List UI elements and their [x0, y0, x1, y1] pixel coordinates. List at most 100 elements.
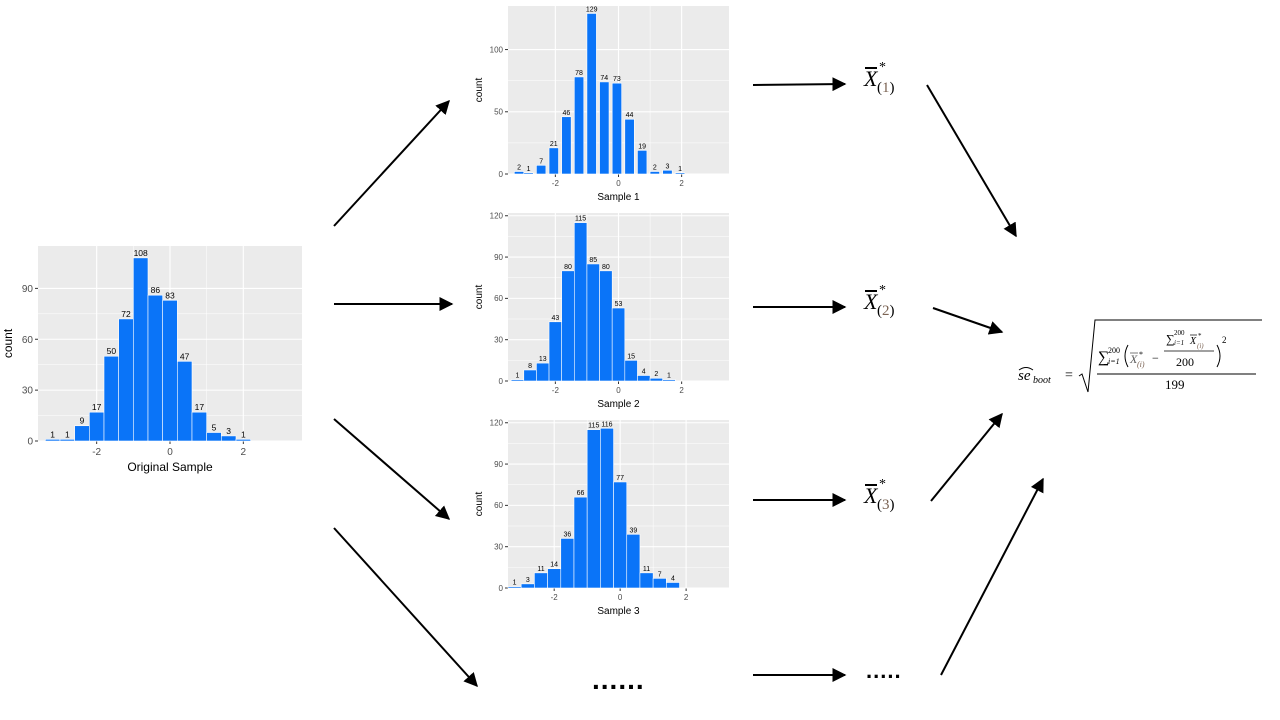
histogram-bar: [74, 425, 90, 442]
arrow-estimate1-to-formula: [926, 84, 1017, 238]
estimate-2-xbar: X: [864, 289, 878, 314]
histogram-original: -2 0 2 0 30 60 90 1 1 9 17 50 72 108 86 83 47 17 5 3 1 Origin…: [0, 240, 310, 480]
bar-count-label: 4: [671, 575, 675, 582]
histogram-bar: [561, 116, 572, 175]
histogram-bar: [118, 318, 134, 442]
y-tick-label: 0: [499, 170, 504, 179]
arrow-original-to-sample3: [333, 418, 451, 520]
bar-count-label: 9: [80, 416, 85, 426]
bar-count-label: 8: [528, 363, 532, 370]
y-axis-title: count: [1, 328, 15, 358]
formula-inner-x: X: [1189, 336, 1197, 347]
histogram-bar: [547, 568, 562, 589]
y-tick-label: 100: [490, 45, 504, 54]
bar-count-label: 115: [575, 216, 586, 223]
histogram-bar: [221, 435, 237, 442]
bar-count-label: 77: [616, 475, 624, 482]
x-tick-label: 0: [167, 447, 173, 458]
x-tick-label: 0: [616, 386, 621, 395]
histogram-bar: [560, 538, 575, 589]
histogram-bar: [573, 496, 588, 589]
formula-inner-denominator: 200: [1176, 355, 1194, 369]
formula-lhs-se: se: [1018, 368, 1031, 384]
histogram-sample2: -2 0 2 0 30 60 90 120 1 8 13 43 80 115 85 80 53 15 4 2 1 Samp…: [470, 207, 735, 412]
histogram-bar: [534, 572, 548, 589]
y-axis-title: count: [474, 78, 485, 103]
histogram-bar: [548, 147, 559, 175]
y-tick-label: 120: [490, 419, 504, 428]
bar-count-label: 2: [653, 165, 657, 172]
bar-count-label: 46: [563, 110, 571, 117]
x-tick-label: -2: [552, 179, 560, 188]
y-tick-label: 90: [494, 460, 503, 469]
bar-count-label: 13: [539, 356, 547, 363]
bar-count-label: 11: [537, 566, 544, 573]
estimate-1-xbar: X: [864, 66, 878, 91]
bar-count-label: 14: [550, 562, 558, 569]
bar-count-label: 50: [107, 346, 117, 356]
estimate-2-subscript: (2): [877, 303, 895, 319]
y-tick-label: 30: [494, 542, 503, 551]
formula-radical: [1078, 319, 1262, 393]
bar-count-label: 1: [50, 429, 55, 439]
bar-count-label: 36: [563, 531, 571, 538]
histogram-bar: [536, 164, 547, 175]
formula-minus: −: [1152, 351, 1159, 365]
y-tick-label: 90: [22, 284, 34, 295]
estimate-1: X * (1): [864, 60, 895, 96]
histogram-bar: [652, 578, 667, 589]
bar-count-label: 86: [151, 285, 161, 295]
bar-count-label: 7: [539, 158, 543, 165]
bar-count-label: 3: [665, 163, 669, 170]
histogram-bar: [637, 375, 651, 382]
x-tick-label: 0: [616, 179, 621, 188]
formula-inner-star: *: [1198, 332, 1202, 340]
formula-equals: =: [1065, 368, 1073, 383]
y-tick-label: 0: [499, 377, 504, 386]
bar-count-label: 108: [134, 248, 148, 258]
histogram-bar: [45, 439, 61, 442]
histogram-bar: [649, 171, 660, 175]
formula-right-paren: [1216, 344, 1221, 368]
histogram-bar: [586, 429, 601, 589]
histogram-bar: [548, 321, 562, 382]
formula-inner-sub: (i): [1197, 342, 1204, 350]
formula-inner-sum-lower: i=1: [1174, 339, 1184, 347]
histogram-bar: [613, 481, 628, 589]
formula-lhs-boot: boot: [1033, 375, 1051, 386]
histogram-bar: [574, 222, 588, 382]
arrow-original-to-sample1: [333, 99, 450, 227]
bar-count-label: 80: [564, 264, 572, 271]
formula-exponent: 2: [1222, 335, 1227, 345]
y-axis-title: count: [474, 285, 485, 310]
y-axis-title: count: [474, 492, 485, 517]
bar-count-label: 4: [642, 368, 646, 375]
estimate-3-subscript: (3): [877, 497, 895, 513]
formula-inner-sum: ∑: [1166, 332, 1175, 346]
histogram-bar: [611, 307, 626, 382]
histogram-bar: [599, 270, 613, 382]
histogram-bar: [177, 361, 193, 442]
more-samples-ellipsis: ......: [592, 664, 645, 695]
bar-count-label: 47: [180, 351, 190, 361]
histogram-bar: [586, 13, 597, 175]
y-tick-label: 90: [494, 253, 503, 262]
bar-count-label: 115: [588, 423, 599, 430]
bar-count-label: 3: [226, 426, 231, 436]
histogram-bar: [510, 379, 525, 382]
bar-count-label: 53: [615, 301, 623, 308]
histogram-bar: [624, 118, 635, 175]
histogram-bar: [611, 82, 622, 175]
y-tick-label: 30: [494, 335, 503, 344]
bar-count-label: 83: [165, 290, 175, 300]
histogram-bar: [600, 427, 614, 589]
histogram-bar: [639, 572, 654, 589]
formula-term-star: *: [1139, 350, 1143, 359]
histogram-bar: [103, 355, 119, 442]
histogram-bar: [507, 586, 522, 589]
bar-count-label: 39: [629, 527, 637, 534]
histogram-bar: [536, 362, 550, 382]
histogram-bar: [89, 411, 105, 442]
